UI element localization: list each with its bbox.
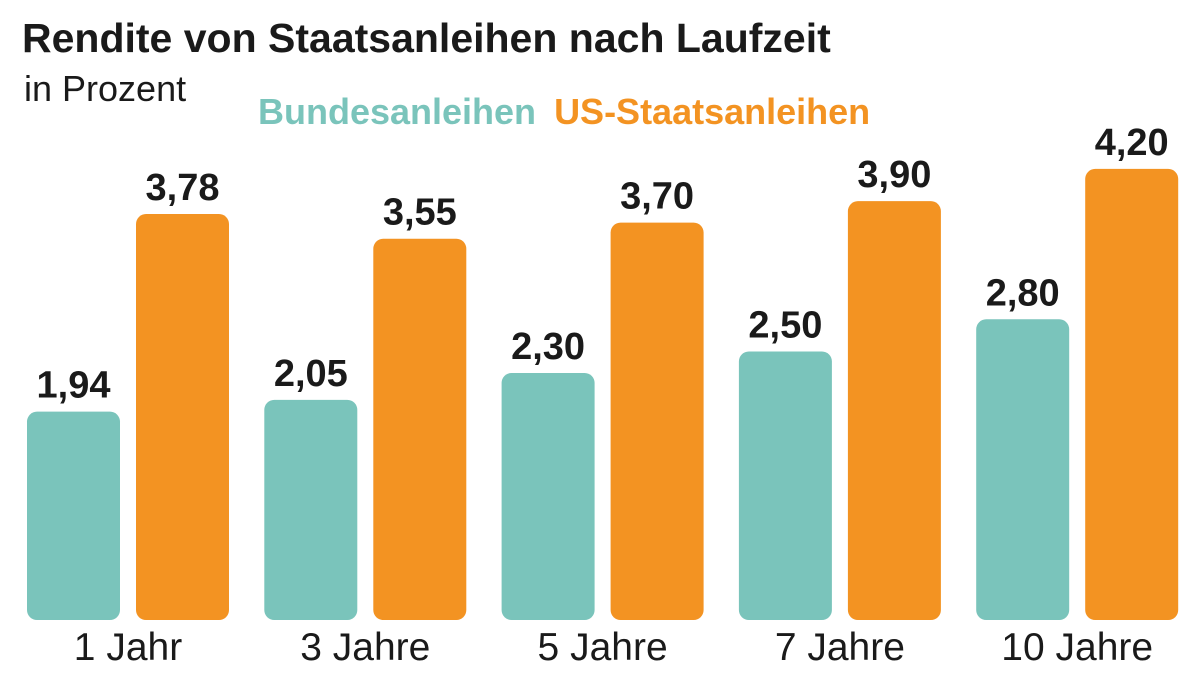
x-tick-label: 3 Jahre [300, 626, 430, 669]
value-label: 2,50 [748, 305, 822, 347]
value-label: 2,80 [986, 272, 1060, 314]
bar [373, 238, 467, 621]
value-label: 2,30 [511, 326, 585, 368]
value-label: 2,05 [274, 353, 348, 395]
chart-title: Rendite von Staatsanleihen nach Laufzeit [22, 15, 831, 61]
legend-entry: Bundesanleihen [258, 91, 536, 132]
bar [136, 214, 229, 620]
x-tick-label: 10 Jahre [1001, 626, 1153, 669]
x-tick-label: 5 Jahre [538, 626, 668, 669]
bar [501, 372, 595, 620]
value-label: 4,20 [1095, 122, 1169, 164]
value-label: 3,55 [383, 192, 457, 234]
bar [27, 411, 120, 620]
bar [976, 319, 1070, 620]
bar [738, 351, 832, 620]
value-label: 3,70 [620, 176, 694, 218]
legend-entry: US-Staatsanleihen [554, 91, 870, 132]
value-label: 3,90 [857, 154, 931, 196]
value-label: 1,94 [37, 365, 111, 407]
bar [264, 399, 358, 620]
bar [847, 201, 941, 620]
x-tick-label: 7 Jahre [775, 626, 905, 669]
value-label: 3,78 [146, 167, 220, 209]
x-tick-label: 1 Jahr [74, 626, 182, 669]
chart-subtitle: in Prozent [24, 68, 186, 109]
bar [1085, 168, 1179, 621]
bar [610, 222, 704, 620]
